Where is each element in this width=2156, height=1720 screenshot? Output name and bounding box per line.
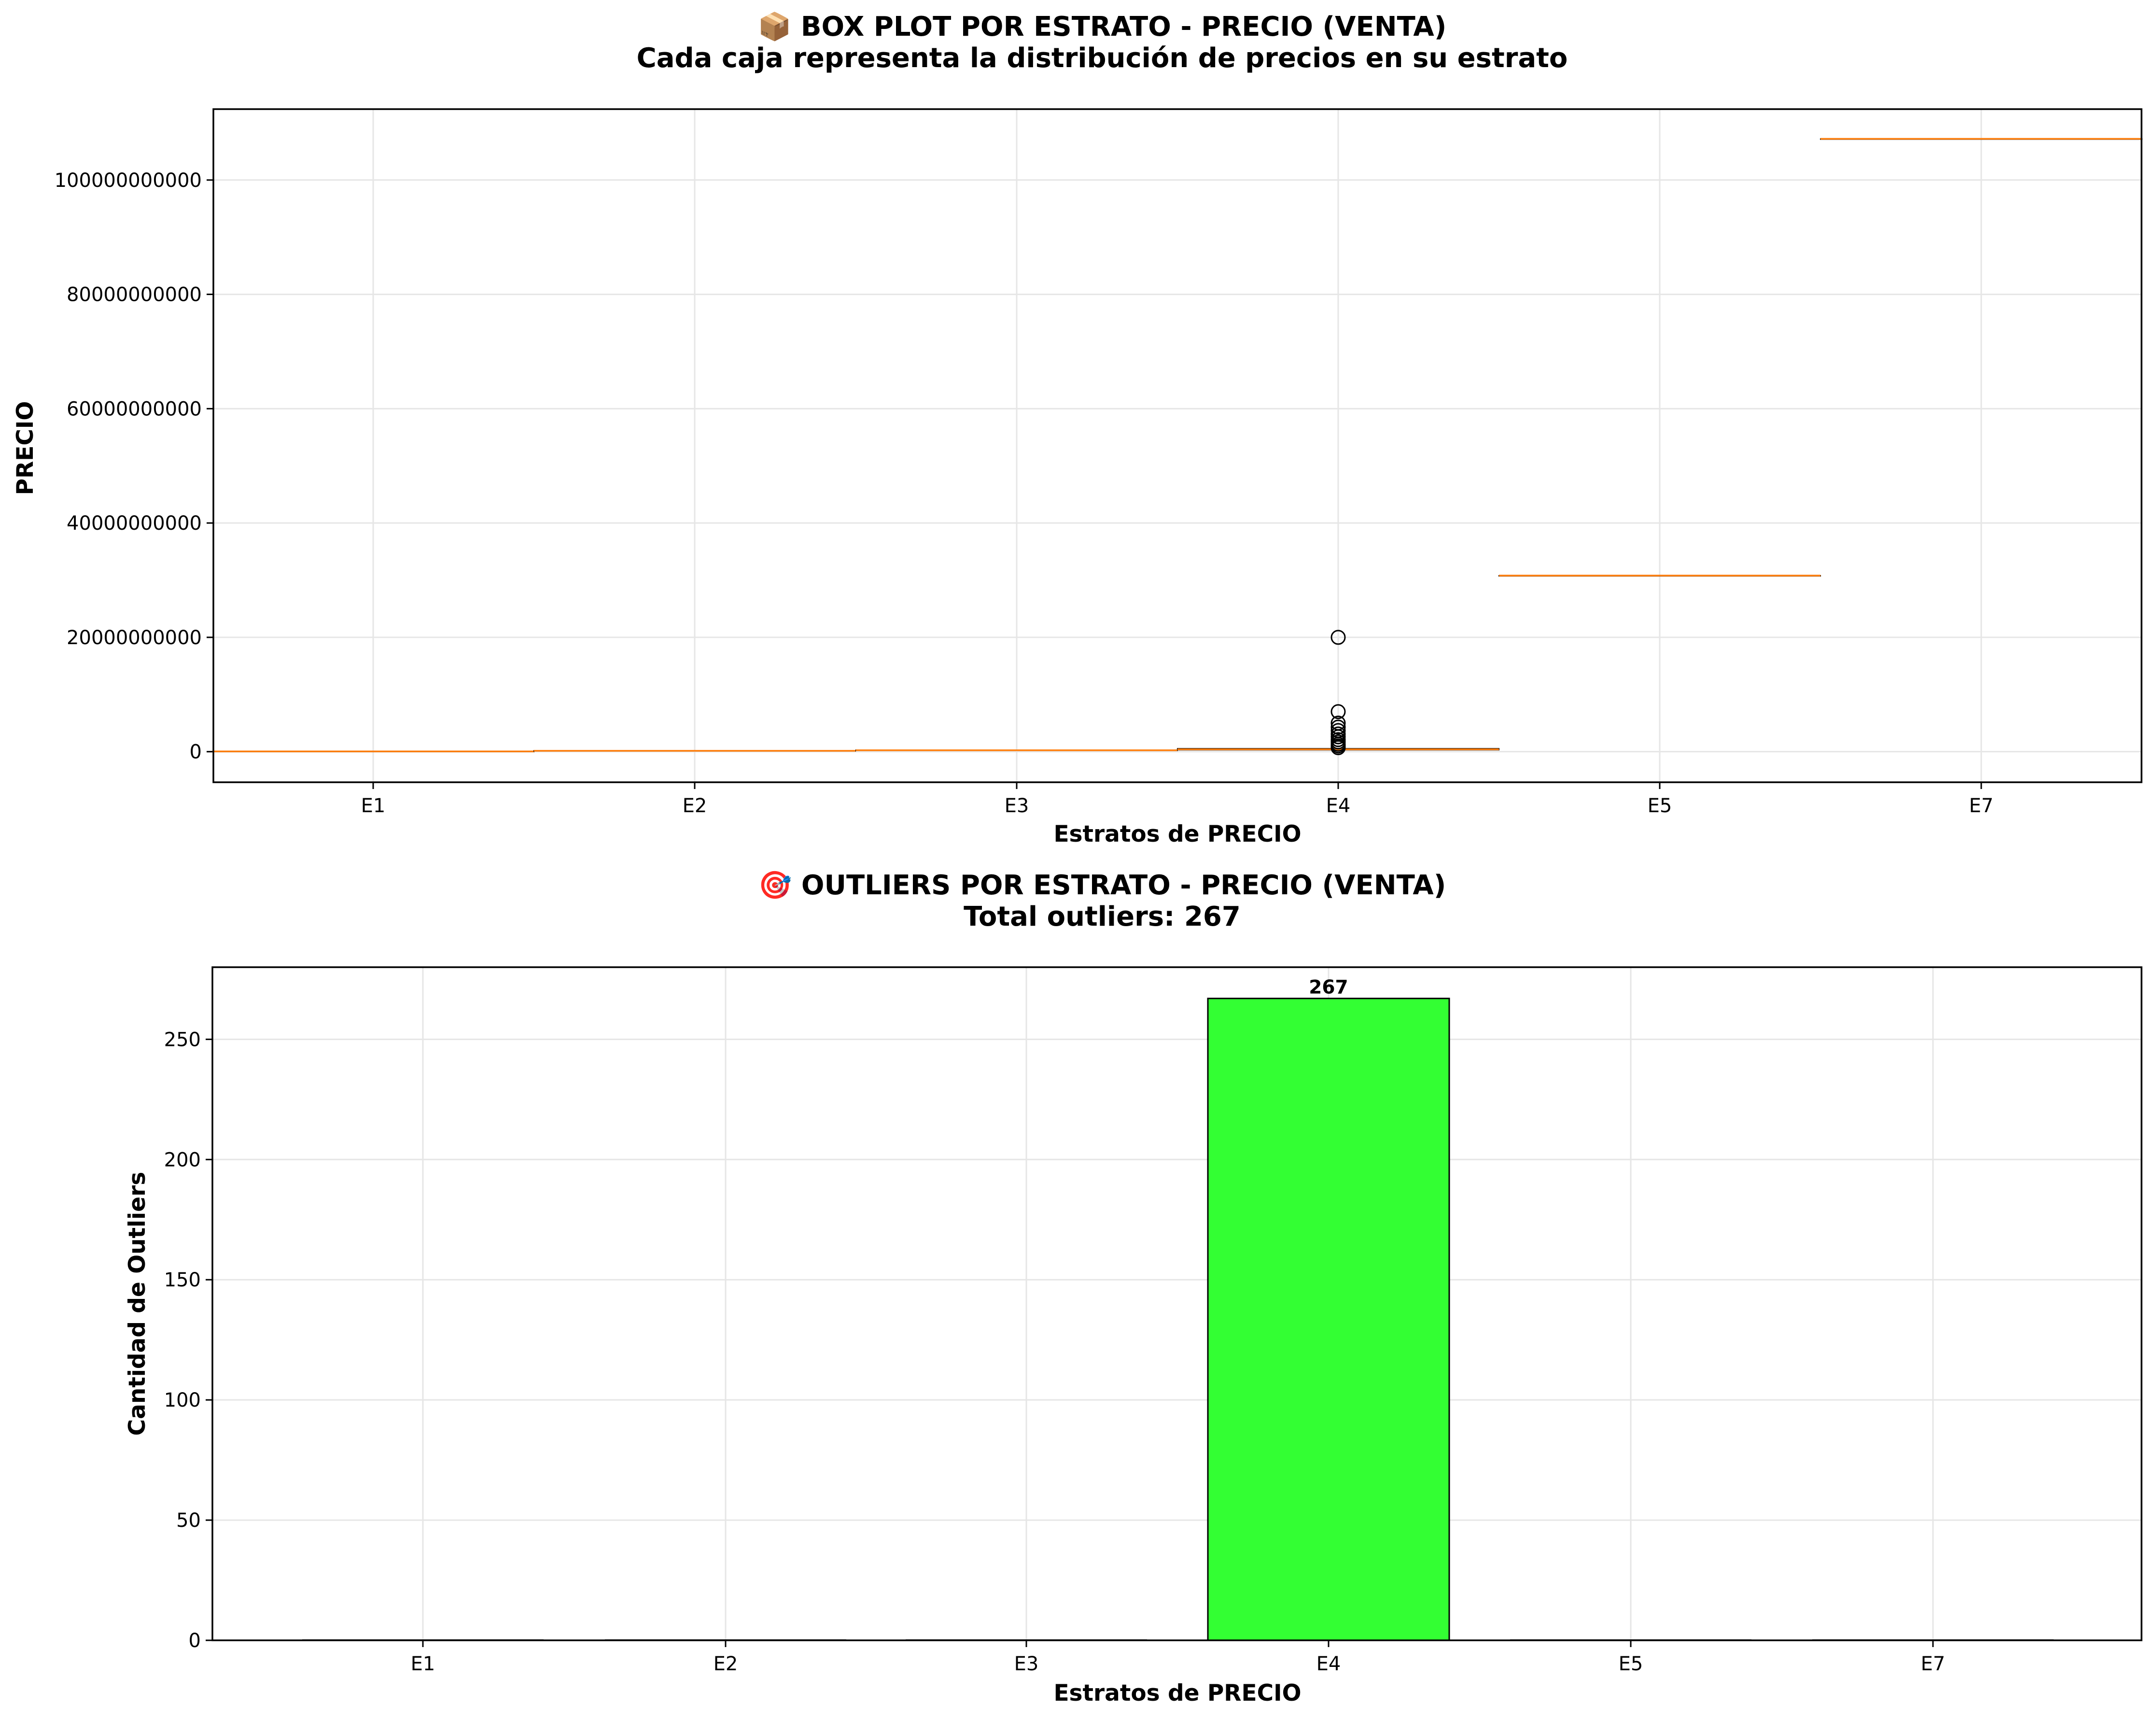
outliers-x-tick-label: E3 bbox=[1014, 1653, 1039, 1675]
box-plot-x-tick-label: E5 bbox=[1648, 795, 1672, 817]
outliers-x-tick-label: E1 bbox=[411, 1653, 435, 1675]
box-plot-x-tick-label: E1 bbox=[361, 795, 386, 817]
outliers-bar bbox=[1207, 998, 1450, 1641]
outliers-frame bbox=[211, 966, 2142, 1641]
box-plot-chart: 📦 BOX PLOT POR ESTRATO - PRECIO (VENTA) … bbox=[12, 11, 2142, 847]
outliers-y-tick-label: 0 bbox=[189, 1630, 201, 1652]
box-plot-outlier-point bbox=[1330, 740, 1346, 755]
outliers-y-axis-label: Cantidad de Outliers bbox=[124, 1172, 151, 1436]
outliers-y-tick-label: 50 bbox=[176, 1509, 201, 1532]
box-plot-x-tick-label: E4 bbox=[1326, 795, 1351, 817]
box-plot-y-tick-label: 60000000000 bbox=[67, 398, 202, 420]
outliers-y-tick-label: 100 bbox=[164, 1389, 201, 1411]
box-plot-y-tick-label: 80000000000 bbox=[67, 284, 202, 306]
outliers-grid bbox=[212, 967, 2142, 1641]
box-plot-outlier-point bbox=[1330, 719, 1346, 735]
outliers-ticks: 0 50 100 150 200 250 E1 E2 E3 E4 E5 E7 bbox=[164, 1029, 1946, 1675]
box-plot-grid bbox=[213, 109, 2142, 782]
outliers-x-tick-label: E5 bbox=[1619, 1653, 1643, 1675]
box-plot-subtitle: Cada caja representa la distribución de … bbox=[637, 42, 1568, 74]
box-plot-ticks: 0 20000000000 40000000000 60000000000 800000… bbox=[55, 169, 1994, 817]
outliers-y-tick-label: 150 bbox=[164, 1269, 201, 1291]
outliers-subtitle: Total outliers: 267 bbox=[964, 901, 1241, 932]
outliers-x-tick-label: E7 bbox=[1921, 1653, 1946, 1675]
outliers-bar-chart: 🎯 OUTLIERS POR ESTRATO - PRECIO (VENTA) … bbox=[124, 870, 2142, 1706]
box-plot-y-tick-label: 100000000000 bbox=[55, 169, 202, 192]
outliers-y-tick-label: 250 bbox=[164, 1029, 201, 1051]
box-plot-frame bbox=[212, 108, 2142, 783]
box-plot-x-tick-label: E3 bbox=[1005, 795, 1029, 817]
box-plot-x-axis-label: Estratos de PRECIO bbox=[1053, 821, 1301, 847]
box-plot-title: 📦 BOX PLOT POR ESTRATO - PRECIO (VENTA) bbox=[758, 11, 1447, 42]
box-plot-y-tick-label: 40000000000 bbox=[67, 512, 202, 535]
outliers-marks: 267 bbox=[302, 977, 2054, 1641]
outliers-x-tick-label: E4 bbox=[1316, 1653, 1341, 1675]
outliers-bar-value-label: 267 bbox=[1309, 977, 1348, 999]
outliers-title: 🎯 OUTLIERS POR ESTRATO - PRECIO (VENTA) bbox=[758, 870, 1446, 901]
box-plot-outlier-point bbox=[1330, 704, 1346, 719]
box-plot-marks bbox=[212, 138, 2142, 755]
box-plot-outlier-point bbox=[1330, 630, 1346, 645]
box-plot-x-tick-label: E2 bbox=[683, 795, 707, 817]
box-plot-x-tick-label: E7 bbox=[1969, 795, 1994, 817]
box-plot-y-axis-label: PRECIO bbox=[12, 401, 39, 495]
outliers-x-tick-label: E2 bbox=[714, 1653, 738, 1675]
box-plot-y-tick-label: 0 bbox=[190, 741, 202, 763]
outliers-x-axis-label: Estratos de PRECIO bbox=[1053, 1680, 1301, 1706]
outliers-y-tick-label: 200 bbox=[164, 1149, 201, 1171]
box-plot-y-tick-label: 20000000000 bbox=[67, 627, 202, 649]
